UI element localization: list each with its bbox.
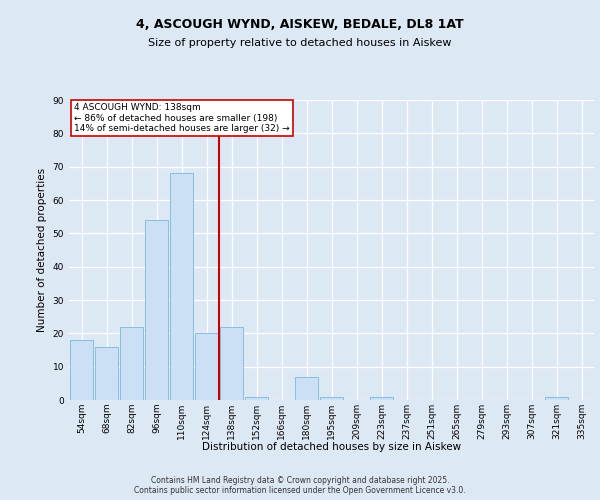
Bar bbox=[220, 326, 243, 400]
Bar bbox=[120, 326, 143, 400]
Text: Contains HM Land Registry data © Crown copyright and database right 2025.
Contai: Contains HM Land Registry data © Crown c… bbox=[134, 476, 466, 495]
Bar bbox=[320, 396, 343, 400]
Bar bbox=[370, 396, 393, 400]
Bar bbox=[170, 174, 193, 400]
Text: Size of property relative to detached houses in Aiskew: Size of property relative to detached ho… bbox=[148, 38, 452, 48]
Bar bbox=[95, 346, 118, 400]
Bar bbox=[245, 396, 268, 400]
Y-axis label: Number of detached properties: Number of detached properties bbox=[37, 168, 47, 332]
Bar bbox=[70, 340, 93, 400]
Bar bbox=[545, 396, 568, 400]
Bar bbox=[145, 220, 168, 400]
Bar bbox=[295, 376, 318, 400]
Text: 4 ASCOUGH WYND: 138sqm
← 86% of detached houses are smaller (198)
14% of semi-de: 4 ASCOUGH WYND: 138sqm ← 86% of detached… bbox=[74, 104, 290, 133]
Bar bbox=[195, 334, 218, 400]
X-axis label: Distribution of detached houses by size in Aiskew: Distribution of detached houses by size … bbox=[202, 442, 461, 452]
Text: 4, ASCOUGH WYND, AISKEW, BEDALE, DL8 1AT: 4, ASCOUGH WYND, AISKEW, BEDALE, DL8 1AT bbox=[136, 18, 464, 30]
